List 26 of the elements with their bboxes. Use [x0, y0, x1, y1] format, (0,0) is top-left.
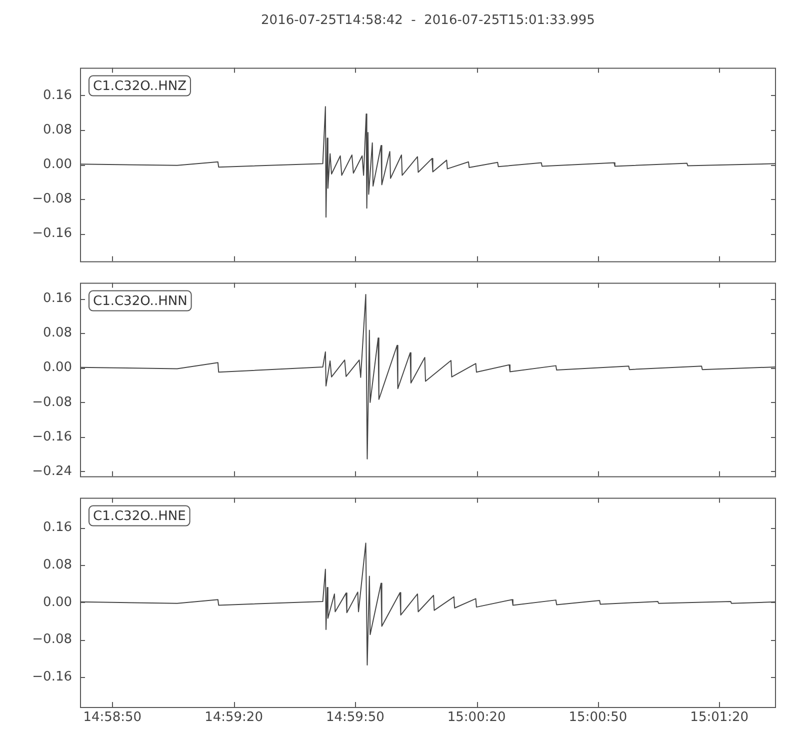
legend-label: C1.C32O..HNN: [93, 294, 188, 310]
x-tick-label: 15:00:50: [568, 710, 628, 726]
y-tick-label: 0.00: [43, 594, 72, 610]
legend-label: C1.C32O..HNE: [93, 509, 186, 524]
y-tick-label: −0.08: [32, 191, 72, 206]
y-tick-label: 0.16: [43, 88, 72, 103]
legend-label: C1.C32O..HNZ: [93, 79, 187, 94]
y-tick-label: 0.16: [43, 520, 72, 536]
y-tick-label: 0.08: [43, 326, 72, 341]
x-tick-label: 14:58:50: [83, 710, 142, 726]
y-tick-label: 0.00: [43, 360, 72, 376]
y-tick-label: −0.08: [32, 394, 72, 410]
y-tick-label: −0.24: [32, 464, 72, 479]
x-tick-label: 14:59:50: [326, 710, 384, 726]
y-tick-label: 0.08: [43, 557, 72, 572]
y-tick-label: −0.16: [32, 669, 72, 684]
y-tick-label: 0.00: [43, 156, 72, 172]
x-tick-label: 15:00:20: [447, 710, 506, 726]
y-tick-label: 0.16: [43, 291, 72, 306]
x-tick-label: 15:01:20: [690, 710, 749, 726]
chart-title: 2016-07-25T14:58:42 - 2016-07-25T15:01:33.995: [261, 13, 595, 28]
y-tick-label: −0.08: [32, 632, 72, 648]
y-tick-label: 0.08: [43, 122, 72, 138]
y-tick-label: −0.16: [32, 429, 72, 444]
y-tick-label: −0.16: [32, 226, 72, 241]
x-tick-label: 14:59:20: [204, 710, 263, 726]
